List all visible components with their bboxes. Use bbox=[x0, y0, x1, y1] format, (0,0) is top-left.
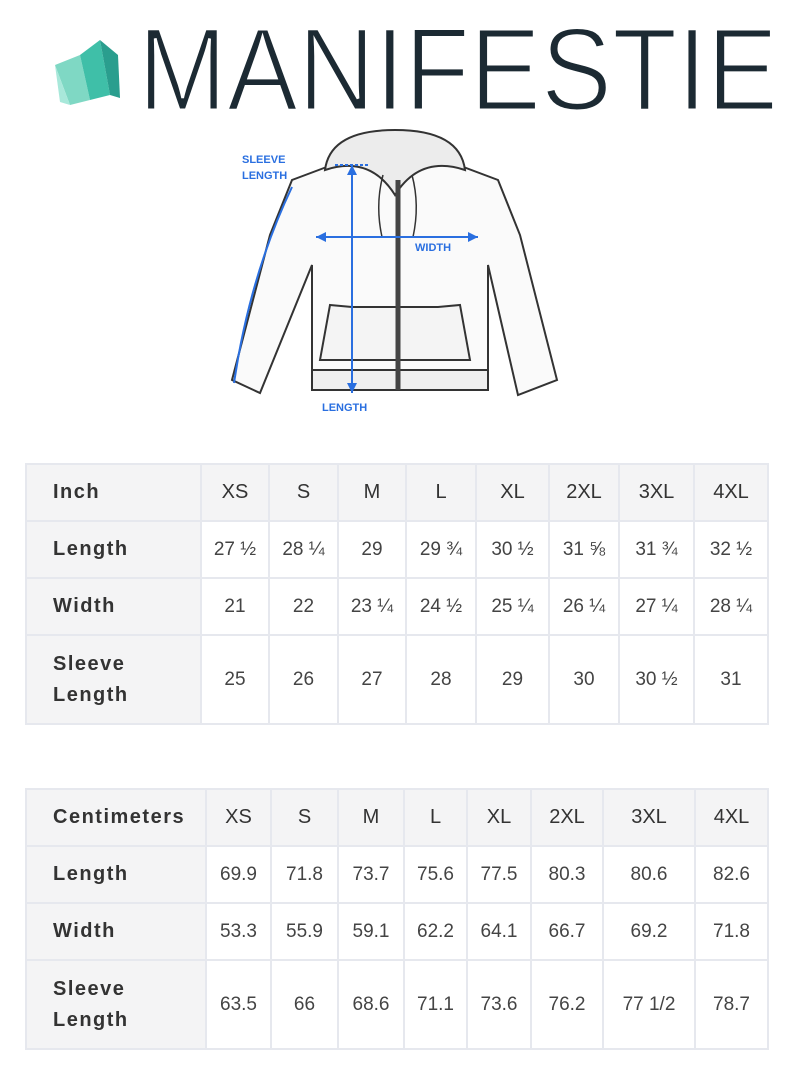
cell: 29 ¾ bbox=[405, 520, 477, 579]
table-row: Width 21 22 23 ¼ 24 ½ 25 ¼ 26 ¼ 27 ¼ 28 … bbox=[25, 577, 769, 636]
size-header: M bbox=[337, 788, 405, 847]
measurement-arrows bbox=[233, 164, 478, 393]
cell: 23 ¼ bbox=[337, 577, 407, 636]
row-label-line2: Length bbox=[53, 1008, 129, 1031]
table-row: Length 27 ½ 28 ¼ 29 29 ¾ 30 ½ 31 ⅝ 31 ¾ … bbox=[25, 520, 769, 579]
row-label: Width bbox=[25, 577, 202, 636]
cell: 53.3 bbox=[205, 902, 272, 961]
cell: 75.6 bbox=[403, 845, 468, 904]
cell: 30 bbox=[548, 634, 620, 725]
row-label: Length bbox=[25, 520, 202, 579]
size-header: S bbox=[270, 788, 339, 847]
row-label: Sleeve Length bbox=[25, 959, 207, 1050]
table-row: Sleeve Length 63.5 66 68.6 71.1 73.6 76.2… bbox=[25, 959, 769, 1050]
cell: 68.6 bbox=[337, 959, 405, 1050]
size-header: 4XL bbox=[694, 788, 769, 847]
cell: 27 ½ bbox=[200, 520, 270, 579]
logo-text: MANIFESTIE bbox=[138, 10, 778, 115]
size-header: XS bbox=[200, 463, 270, 522]
cell: 27 ¼ bbox=[618, 577, 695, 636]
cell: 26 ¼ bbox=[548, 577, 620, 636]
cell: 30 ½ bbox=[475, 520, 550, 579]
cell: 29 bbox=[337, 520, 407, 579]
size-header: 2XL bbox=[530, 788, 604, 847]
cell: 24 ½ bbox=[405, 577, 477, 636]
size-header: 2XL bbox=[548, 463, 620, 522]
cell: 29 bbox=[475, 634, 550, 725]
cell: 71.8 bbox=[694, 902, 769, 961]
table-row: Length 69.9 71.8 73.7 75.6 77.5 80.3 80.… bbox=[25, 845, 769, 904]
cell: 26 bbox=[268, 634, 339, 725]
table-header-row: Centimeters XS S M L XL 2XL 3XL 4XL bbox=[25, 788, 769, 847]
row-label: Sleeve Length bbox=[25, 634, 202, 725]
cell: 78.7 bbox=[694, 959, 769, 1050]
cell: 69.2 bbox=[602, 902, 696, 961]
width-label: WIDTH bbox=[415, 242, 451, 254]
cell: 31 ¾ bbox=[618, 520, 695, 579]
cell: 69.9 bbox=[205, 845, 272, 904]
sleeve-length-label: SLEEVE bbox=[242, 154, 285, 166]
table-row: Sleeve Length 25 26 27 28 29 30 30 ½ 31 bbox=[25, 634, 769, 725]
crystal-icon bbox=[55, 40, 120, 105]
row-label: Width bbox=[25, 902, 207, 961]
cell: 27 bbox=[337, 634, 407, 725]
cell: 25 ¼ bbox=[475, 577, 550, 636]
cell: 21 bbox=[200, 577, 270, 636]
cell: 28 bbox=[405, 634, 477, 725]
size-header: XL bbox=[466, 788, 532, 847]
table-header-row: Inch XS S M L XL 2XL 3XL 4XL bbox=[25, 463, 769, 522]
size-header: L bbox=[405, 463, 477, 522]
cell: 73.6 bbox=[466, 959, 532, 1050]
cell: 73.7 bbox=[337, 845, 405, 904]
cell: 63.5 bbox=[205, 959, 272, 1050]
cell: 31 bbox=[693, 634, 769, 725]
size-header: 3XL bbox=[602, 788, 696, 847]
cell: 22 bbox=[268, 577, 339, 636]
row-label-line1: Sleeve bbox=[53, 652, 126, 675]
cell: 80.6 bbox=[602, 845, 696, 904]
row-label-line2: Length bbox=[53, 683, 129, 706]
cell: 28 ¼ bbox=[268, 520, 339, 579]
centimeter-size-table: Centimeters XS S M L XL 2XL 3XL 4XL Leng… bbox=[25, 788, 769, 1050]
size-header: M bbox=[337, 463, 407, 522]
table-row: Width 53.3 55.9 59.1 62.2 64.1 66.7 69.2… bbox=[25, 902, 769, 961]
cell: 80.3 bbox=[530, 845, 604, 904]
cell: 30 ½ bbox=[618, 634, 695, 725]
size-header: S bbox=[268, 463, 339, 522]
inch-size-table: Inch XS S M L XL 2XL 3XL 4XL Length 27 ½… bbox=[25, 463, 769, 725]
cell: 82.6 bbox=[694, 845, 769, 904]
cell: 64.1 bbox=[466, 902, 532, 961]
size-header: 4XL bbox=[693, 463, 769, 522]
cell: 66 bbox=[270, 959, 339, 1050]
cell: 77.5 bbox=[466, 845, 532, 904]
row-label: Length bbox=[25, 845, 207, 904]
unit-header: Centimeters bbox=[25, 788, 207, 847]
length-label: LENGTH bbox=[322, 402, 367, 414]
brand-logo: MANIFESTIE bbox=[55, 10, 780, 115]
hoodie-measurement-diagram: SLEEVE LENGTH WIDTH LENGTH bbox=[230, 128, 559, 414]
cell: 77 1/2 bbox=[602, 959, 696, 1050]
cell: 59.1 bbox=[337, 902, 405, 961]
cell: 32 ½ bbox=[693, 520, 769, 579]
sleeve-length-label-line2: LENGTH bbox=[242, 170, 287, 182]
cell: 66.7 bbox=[530, 902, 604, 961]
unit-header: Inch bbox=[25, 463, 202, 522]
size-header: 3XL bbox=[618, 463, 695, 522]
cell: 76.2 bbox=[530, 959, 604, 1050]
size-header: L bbox=[403, 788, 468, 847]
cell: 55.9 bbox=[270, 902, 339, 961]
size-header: XL bbox=[475, 463, 550, 522]
size-header: XS bbox=[205, 788, 272, 847]
cell: 25 bbox=[200, 634, 270, 725]
cell: 71.1 bbox=[403, 959, 468, 1050]
cell: 62.2 bbox=[403, 902, 468, 961]
cell: 71.8 bbox=[270, 845, 339, 904]
cell: 28 ¼ bbox=[693, 577, 769, 636]
row-label-line1: Sleeve bbox=[53, 977, 126, 1000]
cell: 31 ⅝ bbox=[548, 520, 620, 579]
